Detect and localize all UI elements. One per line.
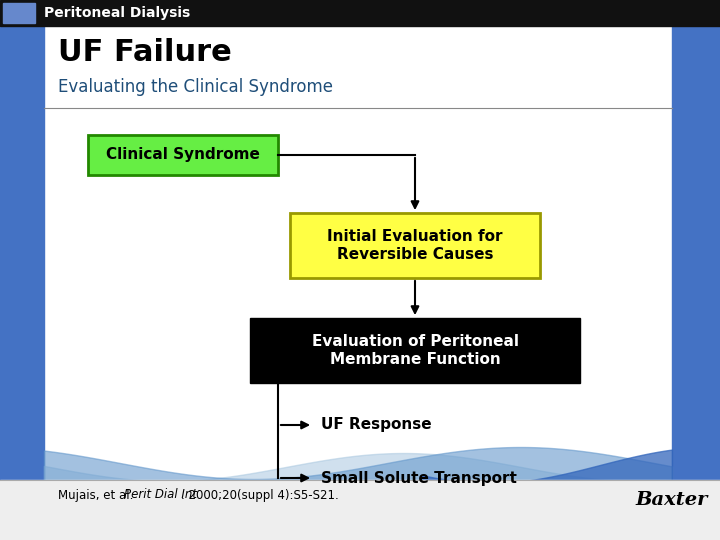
Text: Clinical Syndrome: Clinical Syndrome: [106, 147, 260, 163]
Text: Perit Dial Int: Perit Dial Int: [124, 489, 197, 502]
Text: Mujais, et al.: Mujais, et al.: [58, 489, 137, 502]
Text: Evaluating the Clinical Syndrome: Evaluating the Clinical Syndrome: [58, 78, 333, 96]
Bar: [290, 213, 540, 278]
Bar: [88, 135, 278, 175]
Text: UF Response: UF Response: [321, 417, 431, 433]
Bar: [0, 480, 720, 540]
Bar: [44, 26, 672, 480]
Bar: [250, 318, 580, 383]
Text: . 2000;20(suppl 4):S5-S21.: . 2000;20(suppl 4):S5-S21.: [181, 489, 338, 502]
Text: UF Failure: UF Failure: [58, 38, 232, 67]
Text: Peritoneal Dialysis: Peritoneal Dialysis: [44, 6, 190, 20]
Text: Initial Evaluation for
Reversible Causes: Initial Evaluation for Reversible Causes: [328, 230, 503, 262]
Bar: [0, 0, 720, 26]
Text: Evaluation of Peritoneal
Membrane Function: Evaluation of Peritoneal Membrane Functi…: [312, 334, 518, 367]
Bar: [672, 26, 720, 480]
Bar: [3, 3, 35, 23]
Text: Baxter: Baxter: [636, 491, 708, 509]
Bar: [0, 26, 44, 480]
Text: Small Solute Transport: Small Solute Transport: [321, 470, 517, 485]
